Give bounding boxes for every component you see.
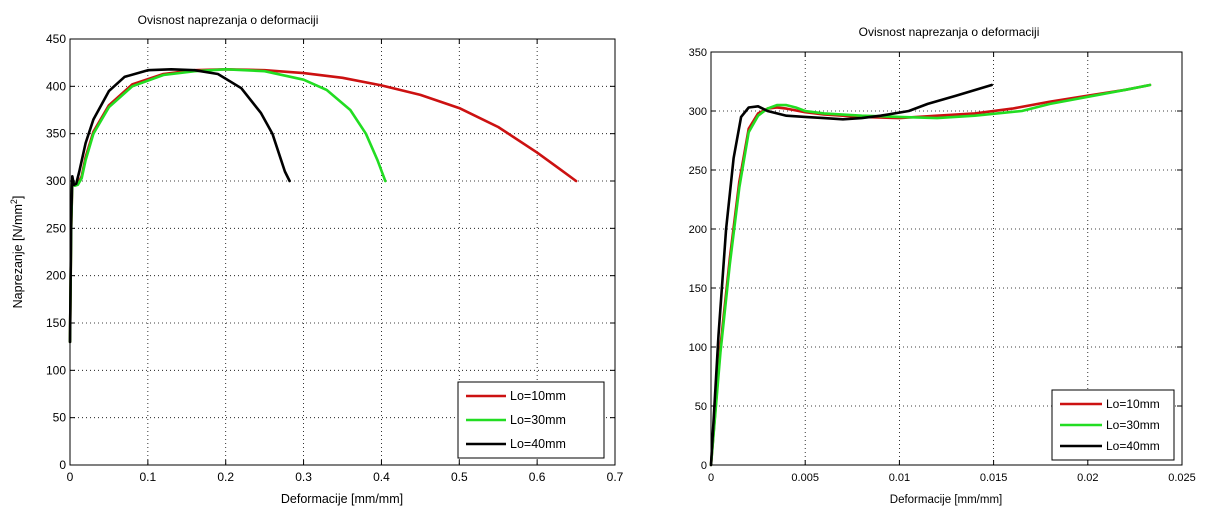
- chart-left-grid: [70, 39, 615, 465]
- chart-right-y-tick-label: 150: [689, 283, 707, 295]
- chart-right: Ovisnost naprezanja o deformaciji 0 0.005…: [689, 25, 1196, 506]
- chart-left-x-tick-label: 0.2: [217, 470, 234, 484]
- chart-right-ticks: 0 0.005 0.01 0.015 0.02 0.025 0 50 100 150 200 250 3…: [689, 47, 1196, 484]
- chart-left-y-label-end: ]: [11, 196, 25, 199]
- chart-right-plot-frame: [710, 51, 1183, 466]
- chart-left-legend-label-3: Lo=40mm: [510, 437, 566, 451]
- chart-left-series-line-3: [68, 68, 291, 344]
- chart-right-y-tick-label: 300: [689, 106, 707, 118]
- chart-right-x-axis-label: Deformacije [mm/mm]: [890, 494, 1002, 506]
- chart-right-x-tick-label: 0: [708, 472, 714, 484]
- chart-right-y-tick-label: 100: [689, 342, 707, 354]
- chart-left-y-tick-label: 300: [46, 174, 66, 188]
- chart-right-x-tick-label: 0.025: [1168, 472, 1196, 484]
- chart-left-series-line-2: [68, 68, 387, 344]
- chart-right-legend-label-1: Lo=10mm: [1106, 397, 1160, 411]
- chart-left-y-tick-label: 450: [46, 32, 66, 46]
- chart-left-ticks: 0 0.1 0.2 0.3 0.4 0.5 0.6 0.7 0 50 100 150 200 250 300…: [46, 32, 624, 484]
- chart-left-y-label-main: Naprezanje [N/mm: [11, 204, 25, 308]
- chart-right-x-tick-label: 0.01: [889, 472, 910, 484]
- chart-left-y-tick-label: 100: [46, 363, 66, 377]
- chart-left-y-tick-label: 50: [53, 411, 67, 425]
- chart-right-y-tick-label: 350: [689, 47, 707, 59]
- chart-right-y-tick-label: 200: [689, 224, 707, 236]
- chart-left-x-tick-label: 0.4: [373, 470, 390, 484]
- chart-left-plot-frame: [69, 38, 616, 466]
- chart-right-title: Ovisnost naprezanja o deformaciji: [859, 25, 1040, 39]
- chart-left-y-tick-label: 0: [59, 458, 66, 472]
- chart-left-x-tick-label: 0.5: [451, 470, 468, 484]
- chart-left-legend: Lo=10mm Lo=30mm Lo=40mm: [457, 381, 605, 459]
- chart-right-series: [709, 83, 1152, 467]
- chart-left: Ovisnost naprezanja o deformaciji 0 0.1 0.…: [9, 13, 624, 506]
- chart-left-y-tick-label: 250: [46, 221, 66, 235]
- chart-left-x-tick-label: 0.3: [295, 470, 312, 484]
- chart-left-y-tick-label: 400: [46, 79, 66, 93]
- chart-left-series: [68, 68, 578, 344]
- chart-right-series-line-2: [709, 83, 1152, 467]
- chart-right-legend: Lo=10mm Lo=30mm Lo=40mm: [1051, 389, 1175, 461]
- chart-left-series-line-1: [68, 68, 578, 344]
- chart-right-y-tick-label: 250: [689, 165, 707, 177]
- chart-left-y-tick-label: 350: [46, 127, 66, 141]
- chart-right-series-line-3: [709, 83, 994, 467]
- chart-right-x-tick-label: 0.02: [1077, 472, 1098, 484]
- chart-left-y-tick-label: 150: [46, 316, 66, 330]
- chart-left-x-tick-label: 0.6: [529, 470, 546, 484]
- chart-right-legend-box: [1051, 389, 1175, 461]
- chart-left-y-tick-label: 200: [46, 269, 66, 283]
- chart-left-x-tick-label: 0.7: [607, 470, 624, 484]
- chart-left-y-label-superscript: 2: [9, 199, 19, 204]
- chart-left-x-tick-label: 0: [67, 470, 74, 484]
- chart-left-legend-label-1: Lo=10mm: [510, 389, 566, 403]
- chart-left-x-tick-label: 0.1: [140, 470, 157, 484]
- chart-left-x-axis-label: Deformacije [mm/mm]: [281, 492, 403, 506]
- chart-right-y-tick-label: 50: [695, 401, 707, 413]
- chart-left-title: Ovisnost naprezanja o deformaciji: [138, 13, 319, 27]
- chart-right-legend-label-2: Lo=30mm: [1106, 418, 1160, 432]
- chart-right-x-tick-label: 0.005: [791, 472, 819, 484]
- chart-right-x-tick-label: 0.015: [980, 472, 1008, 484]
- chart-right-y-tick-label: 0: [701, 460, 707, 472]
- chart-left-y-axis-label: Naprezanje [N/mm2]: [9, 196, 25, 309]
- chart-right-legend-label-3: Lo=40mm: [1106, 439, 1160, 453]
- chart-left-legend-label-2: Lo=30mm: [510, 413, 566, 427]
